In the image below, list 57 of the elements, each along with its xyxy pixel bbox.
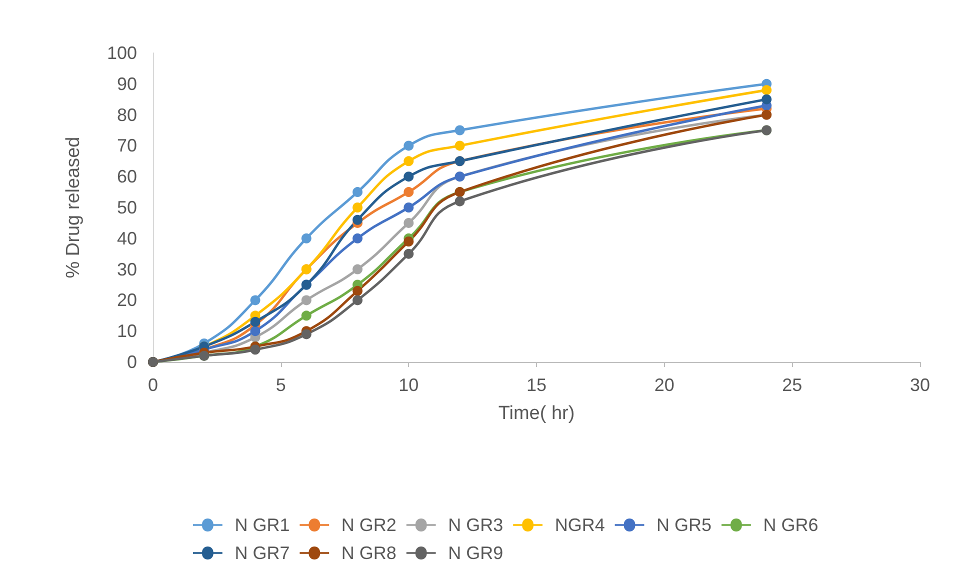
y-tick-label: 90	[116, 74, 137, 94]
x-tick-label: 20	[654, 375, 674, 395]
point	[762, 85, 772, 96]
point	[250, 344, 260, 355]
legend-label: N GR8	[341, 543, 396, 563]
point	[301, 329, 312, 340]
point	[352, 264, 363, 274]
point	[404, 156, 414, 166]
point	[352, 286, 363, 296]
x-tick-label: 5	[276, 375, 286, 395]
point	[404, 248, 414, 259]
point	[404, 172, 414, 182]
point	[301, 310, 312, 321]
x-axis-title: Time( hr)	[498, 403, 575, 424]
x-tick-label: 0	[148, 375, 158, 395]
point	[404, 187, 414, 198]
legend-label: N GR9	[448, 543, 504, 563]
point	[352, 202, 363, 212]
point	[404, 218, 414, 228]
y-tick-label: 0	[126, 352, 137, 372]
legend-label: N GR2	[341, 515, 396, 535]
legend-label: N GR1	[234, 515, 290, 535]
legend-label: N GR5	[656, 515, 712, 535]
point	[250, 316, 260, 327]
point	[352, 295, 363, 306]
y-tick-label: 10	[116, 321, 137, 342]
point	[404, 202, 414, 212]
y-tick-label: 80	[116, 104, 137, 125]
point	[454, 125, 465, 136]
x-tick-label: 15	[526, 375, 547, 395]
point	[404, 140, 414, 151]
point	[454, 140, 465, 151]
point	[404, 236, 414, 246]
legend-label: N GR3	[448, 515, 504, 535]
point	[352, 214, 363, 225]
point	[250, 295, 260, 306]
y-tick-label: 60	[116, 166, 137, 187]
y-tick-label: 100	[106, 43, 137, 63]
point	[352, 187, 363, 198]
x-tick-label: 25	[782, 375, 802, 395]
x-tick-label: 10	[398, 375, 419, 395]
point	[762, 94, 772, 104]
point	[454, 196, 465, 206]
y-tick-label: 70	[116, 136, 137, 156]
y-axis-title: % Drug released	[63, 136, 84, 278]
point	[352, 233, 363, 244]
x-tick-label: 30	[910, 375, 930, 395]
point	[301, 233, 312, 244]
legend-label: NGR4	[554, 515, 605, 535]
point	[301, 295, 312, 306]
y-tick-label: 50	[116, 198, 137, 218]
y-tick-label: 40	[116, 228, 137, 248]
point	[250, 326, 260, 336]
y-tick-label: 20	[116, 290, 137, 310]
y-tick-label: 30	[116, 259, 137, 280]
legend-label: N GR7	[234, 543, 290, 563]
legend-label: N GR6	[763, 515, 818, 535]
